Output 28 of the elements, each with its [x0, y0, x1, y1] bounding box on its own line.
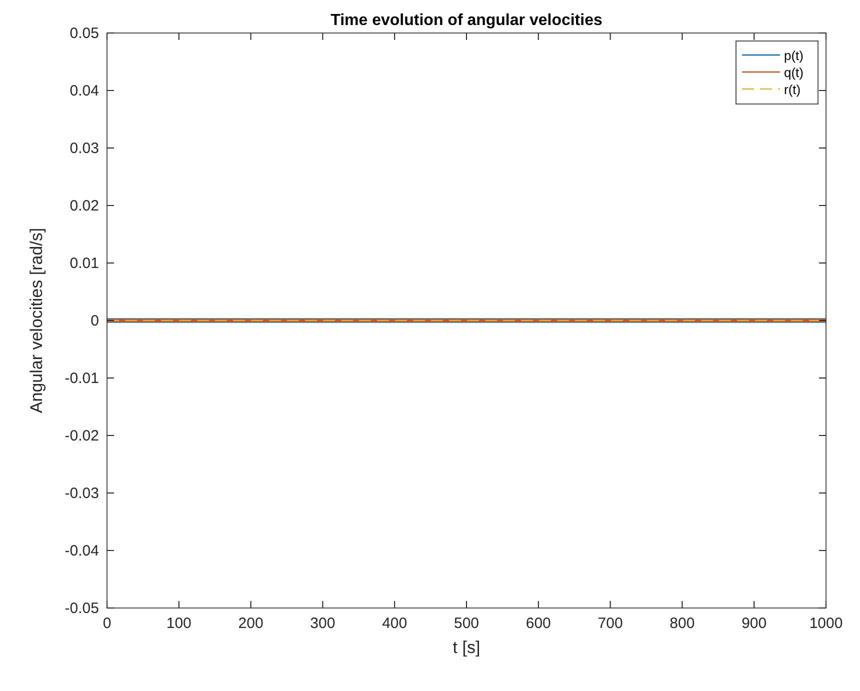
- y-tick-label: -0.01: [64, 370, 99, 387]
- y-tick-label: 0.04: [70, 82, 99, 100]
- x-tick-label: 600: [526, 615, 551, 632]
- x-tick-label: 900: [742, 615, 767, 632]
- x-tick-label: 0: [102, 615, 112, 632]
- chart-title: Time evolution of angular velocities: [330, 12, 602, 29]
- y-tick-label: -0.02: [64, 428, 99, 444]
- legend-label: p(t): [784, 48, 804, 63]
- y-tick-label: 0: [90, 312, 99, 330]
- x-tick-label: 1000: [809, 615, 843, 632]
- x-tick-label: 100: [166, 615, 192, 632]
- x-tick-label: 800: [670, 615, 695, 632]
- x-tick-label: 400: [382, 615, 408, 632]
- y-tick-label: 0.02: [70, 198, 99, 214]
- y-tick-label: 0.05: [70, 25, 99, 42]
- y-tick-label: -0.03: [64, 485, 99, 502]
- legend-label: q(t): [784, 65, 804, 80]
- x-tick-label: 500: [454, 615, 480, 632]
- legend-label: r(t): [784, 82, 801, 97]
- x-tick-label: 300: [310, 615, 336, 632]
- y-tick-label: 0.03: [70, 140, 99, 157]
- y-tick-label: 0.01: [70, 255, 99, 272]
- x-axis-title: t [s]: [452, 638, 480, 657]
- x-tick-label: 200: [238, 615, 264, 632]
- y-axis-title: Angular velocities [rad/s]: [27, 228, 46, 414]
- y-tick-label: -0.04: [64, 542, 99, 560]
- y-tick-label: -0.05: [64, 600, 99, 617]
- x-tick-label: 700: [598, 615, 623, 632]
